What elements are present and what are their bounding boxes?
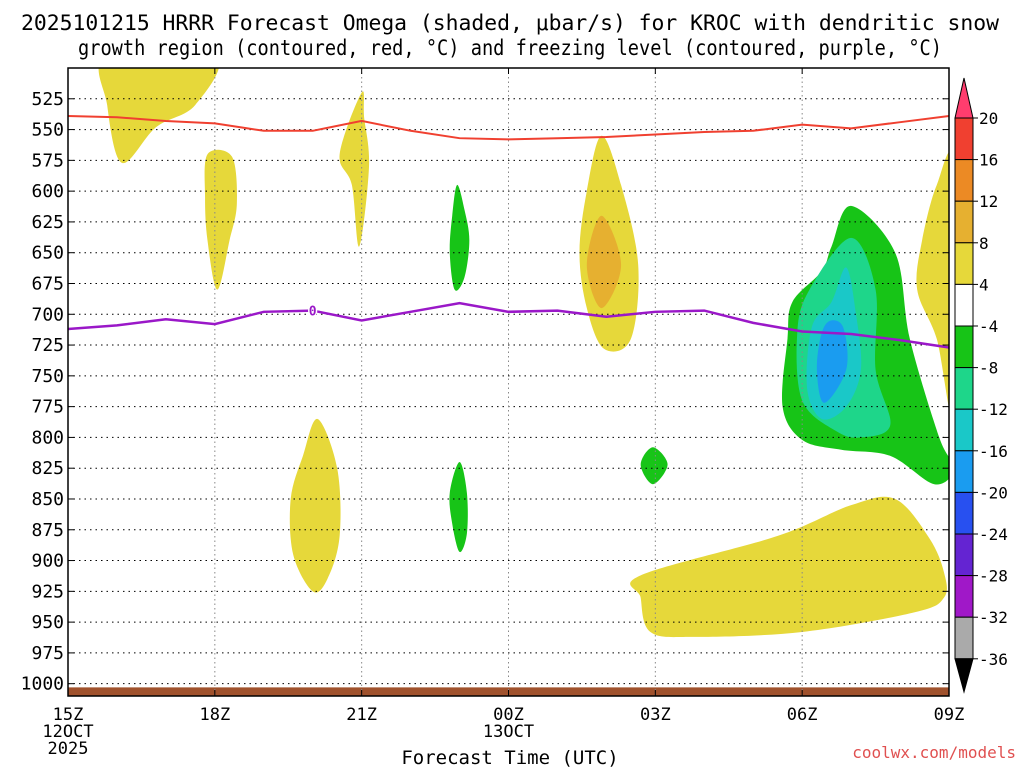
colorbar-label-5: -4 [979, 317, 998, 336]
colorbar-arrow-bottom [954, 658, 974, 694]
x-tick-label-3: 00Z 13OCT [483, 705, 534, 742]
colorbar: 20 16 12 8 4 -4 -8 -12 -16 -20 -24 -28 -32 -36 [954, 77, 1008, 694]
x-tick-label-6: 09Z [934, 705, 965, 725]
y-tick-label-850: 850 [31, 489, 64, 510]
y-tick-label-575: 575 [31, 150, 64, 171]
colorbar-label-3: 8 [979, 234, 989, 253]
x-axis-label: Forecast Time (UTC) [401, 747, 618, 768]
upward-4-8-region [204, 149, 237, 290]
upward-4-8-region [98, 68, 219, 163]
y-tick-label-775: 775 [31, 397, 64, 418]
omega-shading [98, 68, 949, 638]
x-tick-label-0: 15Z 12OCT 2025 [42, 705, 93, 759]
y-tick-label-725: 725 [31, 335, 64, 356]
watermark: coolwx.com/models [852, 743, 1016, 762]
colorbar-bin-6 [954, 325, 974, 369]
colorbar-arrow-top [954, 77, 974, 119]
title-line-1: 2025101215 HRRR Forecast Omega (shaded, … [21, 11, 999, 35]
x-tick-label-2: 21Z [346, 705, 377, 725]
upward-4-8-region [916, 152, 949, 409]
x-tick-label-1: 18Z [199, 705, 230, 725]
colorbar-bin-12 [954, 575, 974, 618]
downward-4-8-region [449, 184, 470, 291]
colorbar-label-11: -28 [979, 567, 1008, 586]
colorbar-label-2: 12 [979, 192, 998, 211]
downward-4-8-region [640, 447, 668, 485]
colorbar-bin-1 [954, 117, 974, 161]
upward-4-8-region [630, 496, 947, 638]
x-tick-label-5: 06Z [787, 705, 818, 725]
y-tick-label-550: 550 [31, 120, 64, 141]
y-tick-label-950: 950 [31, 612, 64, 633]
x-axis: 15Z 12OCT 2025 18Z 21Z 00Z 13OCT 03Z 06Z 09Z [42, 68, 964, 759]
colorbar-bin-10 [954, 491, 974, 535]
colorbar-bin-3 [954, 200, 974, 244]
colorbar-bin-8 [954, 408, 974, 452]
colorbar-label-10: -24 [979, 525, 1008, 544]
y-tick-label-750: 750 [31, 366, 64, 387]
colorbar-bin-7 [954, 367, 974, 410]
colorbar-bin-11 [954, 533, 974, 577]
colorbar-label-13: -36 [979, 650, 1008, 669]
y-tick-label-675: 675 [31, 273, 64, 294]
colorbar-label-6: -8 [979, 359, 998, 378]
grid-lines [68, 68, 949, 696]
colorbar-label-8: -16 [979, 442, 1008, 461]
y-tick-label-900: 900 [31, 551, 64, 572]
colorbar-bin-13 [954, 616, 974, 660]
dendritic-growth-line [67, 115, 950, 141]
downward-4-8-region [449, 462, 468, 553]
colorbar-label-0: 20 [979, 109, 998, 128]
downward-16-20-region [816, 320, 848, 403]
y-tick-label-875: 875 [31, 520, 64, 541]
y-tick-label-600: 600 [31, 181, 64, 202]
upward-8-12-region [586, 215, 622, 309]
colorbar-label-9: -20 [979, 483, 1008, 502]
upward-4-8-region [339, 91, 370, 247]
y-tick-label-625: 625 [31, 212, 64, 233]
y-tick-label-825: 825 [31, 458, 64, 479]
freezing-level-line [67, 301, 950, 349]
colorbar-bin-2 [954, 159, 974, 202]
colorbar-label-4: 4 [979, 275, 989, 294]
colorbar-bin-5 [954, 283, 974, 327]
y-tick-label-700: 700 [31, 304, 64, 325]
colorbar-label-7: -12 [979, 400, 1008, 419]
colorbar-bin-4 [954, 242, 974, 285]
y-tick-label-975: 975 [31, 643, 64, 664]
freezing-level-label: 0 [309, 305, 317, 320]
y-tick-label-925: 925 [31, 581, 64, 602]
y-tick-label-650: 650 [31, 243, 64, 264]
y-tick-label-800: 800 [31, 427, 64, 448]
colorbar-label-12: -32 [979, 608, 1008, 627]
y-tick-label-525: 525 [31, 89, 64, 110]
y-axis: 525 550 575 600 625 650 675 700 725 750 775 800 825 8… [21, 89, 949, 695]
title-line-2: growth region (contoured, red, °C) and f… [78, 36, 942, 60]
y-tick-label-1000: 1000 [21, 674, 64, 695]
upward-4-8-region [289, 418, 341, 593]
x-tick-label-4: 03Z [640, 705, 671, 725]
colorbar-label-1: 16 [979, 151, 998, 170]
colorbar-bin-9 [954, 450, 974, 493]
